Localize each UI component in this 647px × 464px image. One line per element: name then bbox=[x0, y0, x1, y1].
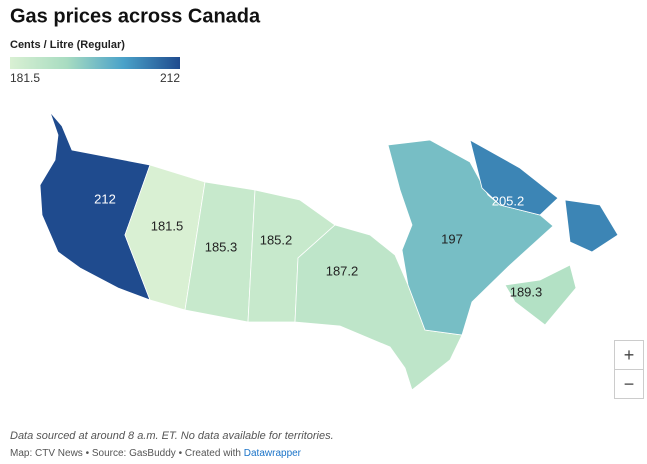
source-line: Map: CTV News • Source: GasBuddy • Creat… bbox=[10, 448, 301, 459]
province bbox=[469, 139, 619, 253]
map: Gas prices across Canada Cents / Litre (… bbox=[10, 5, 619, 391]
value-label: 197 bbox=[441, 231, 463, 246]
value-label: 181.5 bbox=[151, 218, 184, 233]
regions bbox=[39, 111, 619, 391]
legend-max: 212 bbox=[160, 71, 180, 85]
legend-gradient bbox=[10, 57, 180, 69]
credit-link[interactable]: Datawrapper bbox=[243, 448, 302, 459]
legend-min: 181.5 bbox=[10, 71, 40, 85]
note: Data sourced at around 8 a.m. ET. No dat… bbox=[10, 430, 334, 442]
value-label: 185.2 bbox=[260, 232, 293, 247]
province bbox=[294, 224, 463, 391]
source: Map: CTV News • Source: GasBuddy • Creat… bbox=[10, 448, 241, 459]
labels: 212 181.5 185.3 185.2 187.2 197 205.2 189.3 bbox=[94, 191, 542, 299]
value-label: 185.3 bbox=[205, 239, 238, 254]
legend: 181.5 212 bbox=[10, 57, 180, 85]
legend-title: Cents / Litre (Regular) bbox=[10, 39, 125, 51]
province bbox=[124, 164, 206, 311]
value-label: 212 bbox=[94, 191, 116, 206]
province bbox=[39, 111, 151, 301]
value-label: 205.2 bbox=[492, 193, 525, 208]
province bbox=[387, 139, 554, 336]
zoom-out[interactable]: − bbox=[614, 369, 644, 399]
value-label: 187.2 bbox=[326, 263, 359, 278]
zoom-in[interactable]: + bbox=[614, 340, 644, 370]
province bbox=[504, 264, 577, 326]
value-label: 189.3 bbox=[510, 284, 543, 299]
title: Gas prices across Canada bbox=[10, 5, 261, 27]
